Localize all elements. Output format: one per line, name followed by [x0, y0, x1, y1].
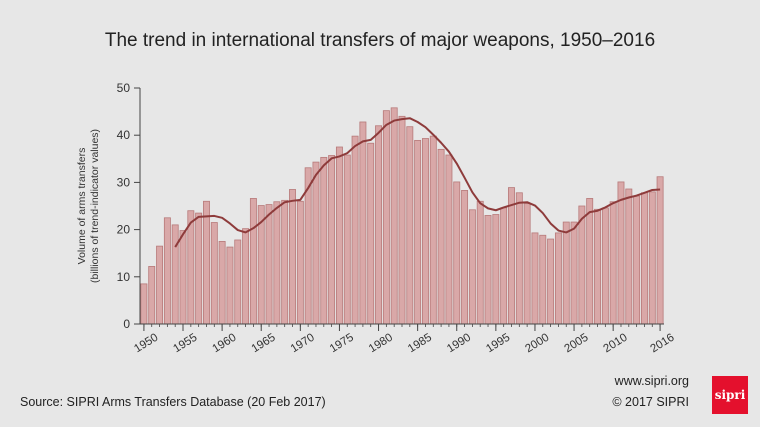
bar-1955	[179, 230, 187, 325]
x-tick-label-1985: 1985	[406, 332, 434, 356]
bar-2004	[562, 221, 570, 325]
bar-2002	[547, 238, 555, 325]
bar-1975	[335, 146, 343, 325]
bar-1951	[148, 266, 156, 325]
bar-1991	[461, 190, 469, 325]
bar-2012	[625, 188, 633, 325]
bar-1958	[203, 200, 210, 325]
y-tick-label-0: 0	[123, 317, 130, 331]
x-tick-label-2010: 2010	[602, 332, 630, 356]
bar-1990	[453, 181, 461, 325]
bar-2008	[594, 208, 601, 325]
bar-2010	[609, 201, 617, 325]
bar-1959	[210, 222, 218, 325]
bar-1995	[492, 214, 500, 325]
bar-1980	[375, 125, 382, 325]
bar-2015	[648, 191, 656, 325]
source-note: Source: SIPRI Arms Transfers Database (2…	[20, 395, 326, 409]
y-tick-label-50: 50	[117, 81, 131, 95]
bar-2001	[539, 234, 547, 325]
bar-1978	[359, 121, 367, 325]
trend-line	[174, 117, 661, 248]
bar-1956	[187, 210, 195, 325]
bar-2006	[578, 205, 586, 325]
bar-1988	[437, 148, 445, 325]
bar-1961	[226, 246, 234, 325]
bar-1976	[343, 154, 351, 325]
bar-1952	[156, 245, 163, 325]
y-tick-label-40: 40	[117, 128, 131, 142]
bar-1970	[296, 200, 304, 325]
bar-1987	[429, 135, 437, 325]
bar-1953	[163, 217, 171, 325]
bar-2000	[531, 232, 539, 325]
bar-1966	[265, 204, 273, 325]
bar-1969	[289, 189, 296, 325]
x-tick-label-2000: 2000	[523, 332, 551, 356]
x-tick-label-1955: 1955	[171, 332, 199, 356]
bar-1985	[414, 139, 422, 325]
bar-1964	[249, 198, 257, 325]
bar-1984	[406, 126, 414, 325]
bar-1963	[242, 228, 250, 325]
bar-1960	[218, 240, 226, 325]
bar-1973	[320, 156, 328, 325]
bar-2007	[586, 198, 594, 325]
x-tick-label-1970: 1970	[289, 332, 317, 356]
trend-line-layer	[174, 117, 661, 248]
bar-1981	[382, 110, 390, 325]
bar-1967	[273, 201, 281, 325]
bar-2011	[617, 181, 625, 325]
y-axis-label-line2: (billions of trend-indicator values)	[89, 129, 101, 283]
y-tick-label-30: 30	[117, 175, 131, 189]
x-tick-label-1965: 1965	[250, 332, 278, 356]
bar-2016	[656, 176, 664, 325]
bar-1998	[515, 192, 523, 325]
bar-1983	[398, 115, 406, 325]
bar-1950	[140, 283, 148, 325]
bar-1972	[312, 161, 320, 325]
bar-2005	[570, 221, 578, 325]
x-tick-label-1960: 1960	[210, 332, 238, 356]
x-tick-label-1950: 1950	[132, 332, 160, 356]
bar-1989	[445, 154, 453, 325]
x-tick-label-1980: 1980	[367, 332, 395, 356]
bars-layer	[140, 107, 664, 325]
y-tick-label-10: 10	[117, 270, 131, 284]
bar-1979	[367, 142, 375, 325]
bar-1997	[508, 187, 515, 325]
bar-1977	[351, 135, 359, 325]
bar-1968	[281, 199, 289, 325]
bar-1957	[195, 212, 203, 325]
bar-1992	[468, 209, 476, 325]
bar-1999	[523, 203, 531, 325]
sipri-logo: sipri	[712, 376, 748, 414]
website-link[interactable]: www.sipri.org	[614, 374, 689, 388]
bar-2014	[641, 192, 648, 325]
bar-1986	[422, 138, 429, 325]
bar-2009	[601, 207, 609, 325]
bar-2013	[633, 195, 641, 325]
chart-title: The trend in international transfers of …	[104, 30, 656, 51]
x-tick-label-1990: 1990	[445, 332, 473, 356]
bar-1974	[328, 155, 336, 325]
bar-1993	[476, 200, 484, 325]
bar-1996	[500, 207, 508, 325]
x-tick-label-1975: 1975	[328, 332, 356, 356]
bar-2003	[554, 232, 562, 325]
bar-1994	[484, 215, 492, 325]
x-tick-label-1995: 1995	[484, 332, 512, 356]
x-tick-label-2016: 2016	[648, 332, 676, 356]
bar-1982	[390, 107, 398, 325]
y-axis-label-line1: Volume of arms transfers	[76, 148, 88, 265]
bar-1954	[171, 224, 179, 325]
x-tick-label-2005: 2005	[562, 332, 590, 356]
y-tick-label-20: 20	[117, 223, 131, 237]
bar-1962	[234, 239, 242, 325]
copyright-note: © 2017 SIPRI	[612, 395, 689, 409]
